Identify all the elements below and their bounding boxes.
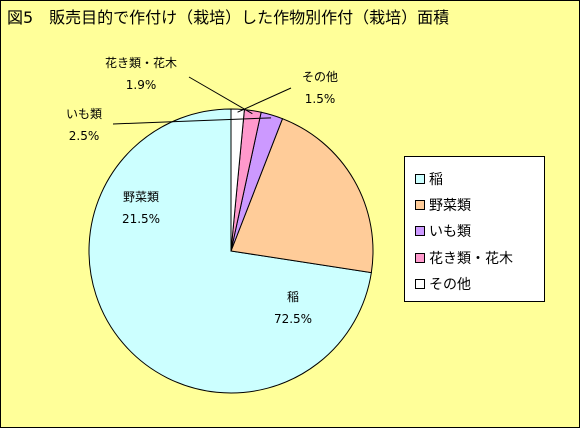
leader-line-potatoes — [112, 117, 272, 125]
legend-item-other: その他 — [415, 275, 471, 293]
slice-label-flowers: 花き類・花木 — [105, 55, 177, 70]
slice-value-vegetables: 21.5% — [122, 212, 160, 226]
legend-label-other: その他 — [429, 277, 471, 293]
legend: 稲 野菜類 いも類 花き類・花木 その他 — [404, 156, 545, 302]
slice-value-rice: 72.5% — [274, 312, 312, 326]
legend-label-flowers: 花き類・花木 — [429, 251, 513, 267]
pie-slice-vegetables — [230, 118, 374, 274]
legend-item-potatoes: いも類 — [415, 222, 471, 240]
legend-swatch-rice — [415, 174, 425, 184]
legend-item-rice: 稲 — [415, 170, 443, 188]
legend-item-flowers: 花き類・花木 — [415, 249, 513, 267]
slice-label-other: その他 — [302, 70, 338, 84]
legend-label-rice: 稲 — [429, 172, 443, 188]
leader-line-other — [237, 87, 292, 113]
slice-label-rice: 稲 — [287, 290, 299, 304]
legend-label-vegetables: 野菜類 — [429, 198, 471, 214]
slice-value-flowers: 1.9% — [126, 78, 157, 92]
slice-value-potatoes: 2.5% — [69, 129, 100, 143]
legend-swatch-vegetables — [415, 200, 425, 210]
legend-item-vegetables: 野菜類 — [415, 196, 471, 214]
pie-slice-other — [230, 108, 245, 252]
legend-swatch-potatoes — [415, 226, 425, 236]
pie-slice-rice — [88, 108, 372, 394]
slice-label-potatoes: いも類 — [66, 107, 102, 121]
slice-labels: 稲 72.5% 野菜類 21.5% いも類 2.5% 花き類・花木 1.9% その他 1.5% — [66, 55, 338, 326]
slice-label-vegetables: 野菜類 — [123, 190, 159, 204]
leader-line-flowers — [188, 76, 253, 115]
legend-label-potatoes: いも類 — [429, 224, 471, 240]
chart-title: 図5 販売目的で作付け（栽培）した作物別作付（栽培）面積 — [7, 8, 450, 27]
leader-lines — [112, 76, 292, 125]
legend-swatch-other — [415, 279, 425, 289]
slice-value-other: 1.5% — [305, 92, 336, 106]
legend-swatch-flowers — [415, 253, 425, 263]
pie-slices — [88, 108, 374, 394]
